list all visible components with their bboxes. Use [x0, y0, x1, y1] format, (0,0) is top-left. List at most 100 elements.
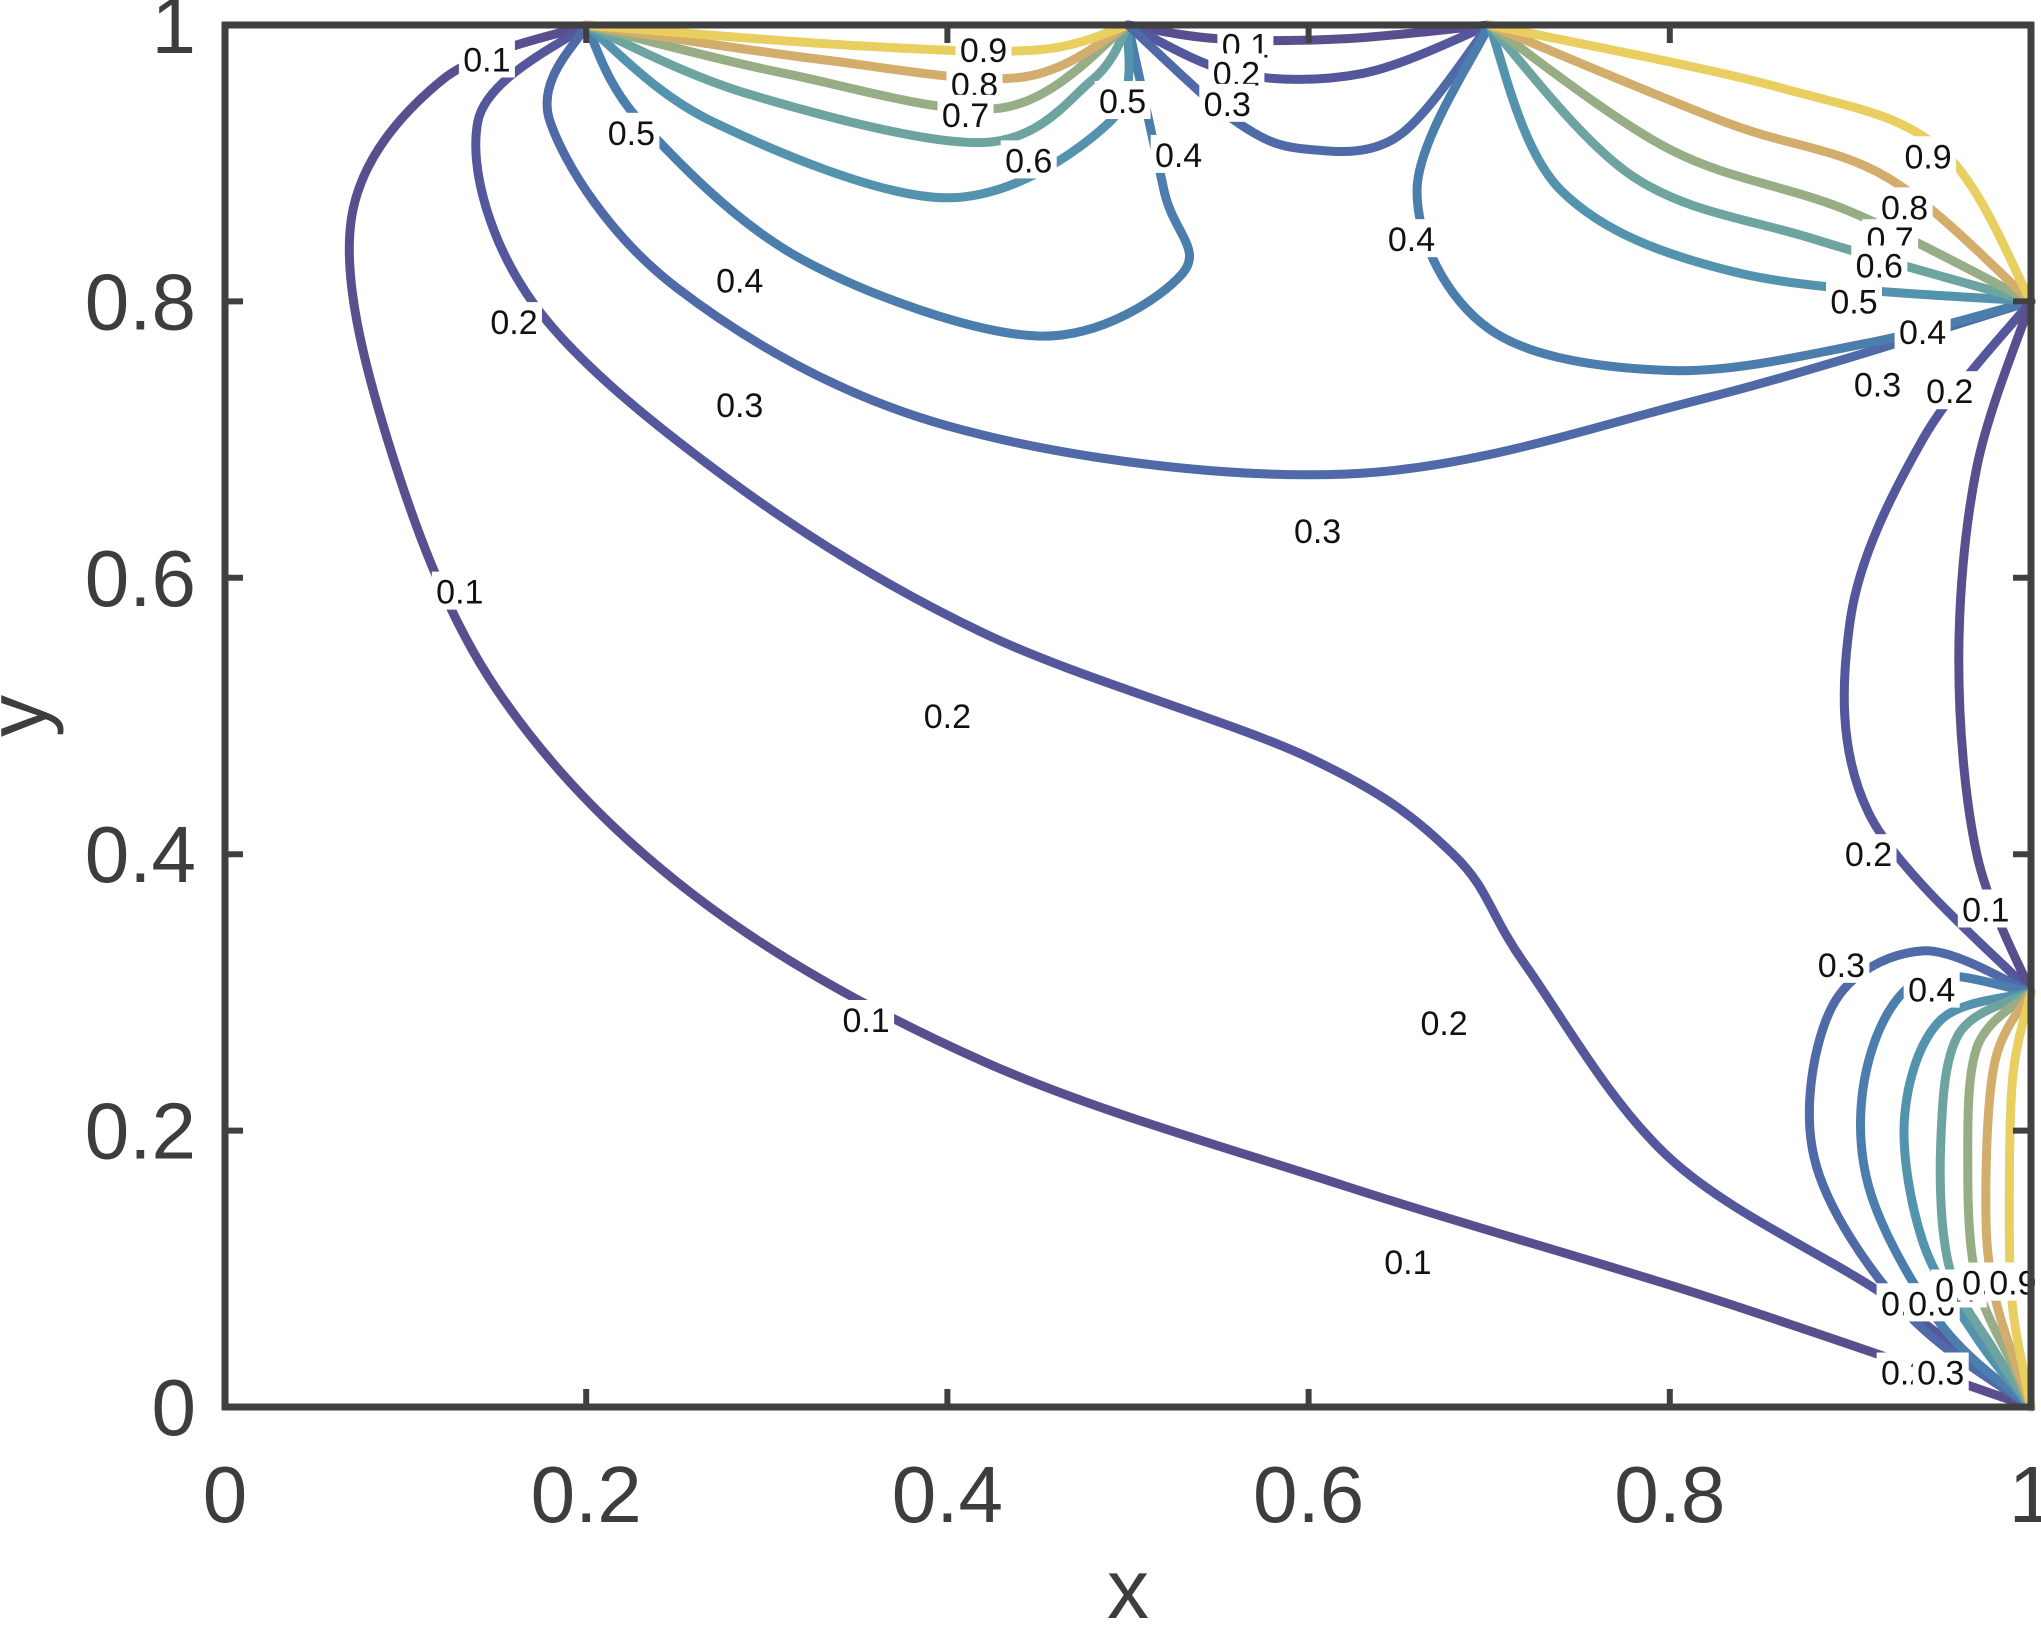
- contour-label-bg: [1840, 834, 1897, 873]
- contour-label: 0.3: [1854, 366, 1901, 404]
- contour-line-0_7-6: [581, 20, 1133, 114]
- contour-label-bg: [937, 94, 994, 133]
- axis-ticks: [222, 22, 2034, 1410]
- contour-line-0_9-17: [1484, 20, 2036, 306]
- x-tick-label: 0.6: [1253, 1450, 1364, 1539]
- contour-label: 0.1: [1962, 892, 2009, 930]
- contour-label-bg: [486, 302, 542, 341]
- contour-label: 0.6: [1005, 142, 1052, 180]
- contour-label: 0.9: [960, 32, 1007, 70]
- x-tick-label: 0.2: [531, 1450, 642, 1539]
- contour-label-bg: [1379, 1241, 1436, 1280]
- y-tick-label: 0: [152, 1363, 197, 1452]
- contour-label-bg: [1826, 281, 1882, 320]
- contour-label-bg: [1876, 187, 1933, 226]
- contour-label-bg: [1903, 969, 1960, 1008]
- x-tick-label: 0.4: [892, 1450, 1003, 1539]
- contour-label-bg: [603, 112, 660, 151]
- plot-frame: [221, 21, 2035, 1411]
- contour-label-bg: [711, 385, 768, 424]
- contour-label-bg: [1383, 219, 1440, 258]
- contour-line-0_3-20: [1804, 946, 2036, 1412]
- contour-line-0_5-22: [1899, 987, 2036, 1412]
- contour-label: 0.4: [1155, 137, 1202, 175]
- contour-label: 0.2: [1845, 836, 1892, 874]
- contour-lines: [344, 20, 2036, 1412]
- contour-label-bg: [1900, 136, 1957, 175]
- contour-line-0_4-12: [1412, 20, 2036, 376]
- y-tick-label: 0.4: [85, 810, 196, 899]
- contour-label-bg: [1094, 81, 1151, 119]
- contour-label: 0.9: [1904, 138, 1951, 176]
- contour-label-bg: [1894, 311, 1951, 350]
- contour-line-0_8-16: [1484, 20, 2036, 306]
- contour-labels: 0.10.20.10.40.30.50.90.80.70.60.50.40.10…: [431, 25, 2041, 1393]
- x-tick-labels: 0 0.2 0.4 0.6 0.8 1: [203, 1450, 2041, 1539]
- x-tick-label: 1: [2009, 1450, 2041, 1539]
- contour-label-bg: [1912, 1352, 1969, 1391]
- contour-label: 0.4: [1899, 314, 1946, 352]
- contour-line-0_8-7: [581, 20, 1133, 84]
- contour-label-bg: [458, 39, 515, 78]
- contour-line-0_6-5: [581, 20, 1133, 148]
- contour-label: 0.1: [842, 1002, 889, 1040]
- contour-line-0_1-9: [1123, 20, 1494, 46]
- contour-line-0_6-23: [1935, 987, 2036, 1412]
- x-tick-label: 0.8: [1614, 1450, 1725, 1539]
- x-tick-label: 0: [203, 1450, 248, 1539]
- contour-label: 0.7: [942, 97, 989, 135]
- contour-label-bg: [431, 571, 488, 610]
- contour-label-bg: [1150, 134, 1207, 173]
- contour-line-0_5-13: [1484, 20, 2036, 306]
- y-axis-label: y: [0, 695, 64, 737]
- contour-label-bg: [1921, 371, 1978, 410]
- contour-label-bg: [1199, 83, 1256, 122]
- contour-line-0_2-10: [1123, 20, 1494, 84]
- contour-label: 0.6: [1856, 248, 1903, 286]
- contour-label: 0.5: [1099, 83, 1146, 121]
- contour-label: 0.3: [716, 387, 763, 425]
- contour-label-bg: [1851, 245, 1908, 284]
- contour-label-bg: [711, 260, 768, 299]
- contour-label-bg: [1000, 140, 1057, 179]
- contour-label: 0.2: [1420, 1005, 1467, 1043]
- contour-line-0_8-25: [1981, 987, 2036, 1412]
- y-tick-label: 0.2: [85, 1087, 196, 1176]
- contour-label: 0.5: [1830, 283, 1877, 321]
- contour-line-0_2-1: [471, 20, 2036, 1412]
- contour-line-0_7-15: [1484, 20, 2036, 306]
- contour-label-bg: [1849, 364, 1906, 403]
- y-tick-label: 1: [152, 0, 197, 70]
- contour-label-bg: [1957, 889, 2014, 928]
- contour-label: 0.4: [1388, 221, 1435, 259]
- contour-label: 0.1: [436, 574, 483, 612]
- contour-label: 0.1: [1384, 1244, 1431, 1282]
- contour-label: 0.2: [490, 304, 537, 342]
- contour-label: 0.3: [1818, 947, 1865, 985]
- contour-line-0_9-26: [2004, 987, 2036, 1412]
- contour-label: 0.4: [716, 263, 763, 301]
- contour-line-0_6-14: [1484, 20, 2036, 306]
- contour-label-bg: [955, 29, 1012, 68]
- contour-label: 0.5: [608, 115, 655, 153]
- contour-label-bg: [919, 696, 976, 734]
- contour-label-bg: [1416, 1002, 1473, 1041]
- contour-label: 0.3: [1204, 86, 1251, 124]
- contour-line-0_9-8: [581, 20, 1133, 56]
- contour-label: 0.2: [1926, 373, 1973, 411]
- contour-line-0_1-0: [344, 20, 2036, 1412]
- x-axis-label: x: [1107, 1542, 1149, 1625]
- contour-label-bg: [1813, 944, 1870, 983]
- contour-line-0_3-11: [1123, 20, 1494, 156]
- y-tick-labels: 0 0.2 0.4 0.6 0.8 1: [85, 0, 196, 1452]
- contour-label: 0.4: [1908, 972, 1955, 1010]
- contour-label-bg: [1289, 510, 1346, 549]
- contour-label: 0.3: [1917, 1355, 1964, 1393]
- contour-label-bg: [838, 1000, 895, 1038]
- contour-label: 0.3: [1294, 513, 1341, 551]
- y-tick-label: 0.6: [85, 534, 196, 623]
- contour-label: 0.2: [924, 698, 971, 736]
- y-tick-label: 0.8: [85, 257, 196, 346]
- contour-line-0_3-2: [542, 20, 2036, 480]
